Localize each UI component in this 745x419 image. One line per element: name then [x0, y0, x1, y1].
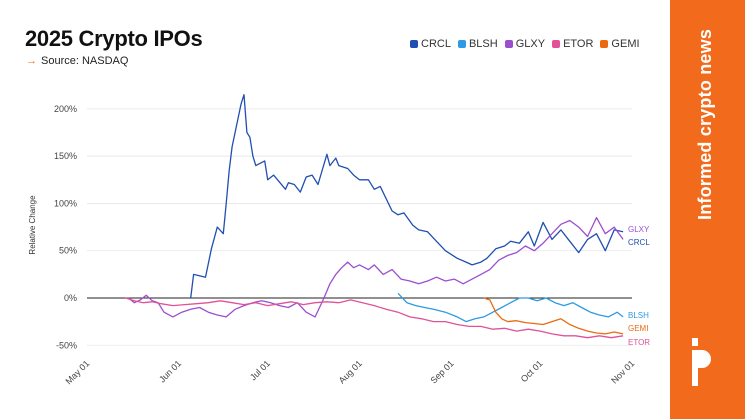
y-tick-label: 50%	[59, 246, 77, 256]
legend-swatch	[504, 40, 513, 48]
end-label-crcl: CRCL	[628, 238, 650, 247]
legend-label: ETOR	[563, 38, 594, 50]
end-label-etor: ETOR	[628, 338, 650, 347]
legend: CRCL BLSH GLXY ETOR GEMI	[410, 38, 647, 50]
legend-item-gemi: GEMI	[600, 38, 640, 50]
chart-card: 2025 Crypto IPOs → Source: NASDAQ CRCL BLS…	[25, 26, 651, 387]
x-tick-label: Aug 01	[337, 358, 364, 385]
legend-item-crcl: CRCL	[410, 38, 451, 50]
x-tick-label: Oct 01	[519, 358, 545, 384]
brand-p-icon	[692, 338, 711, 386]
source-text: Source: NASDAQ	[41, 55, 129, 67]
legend-label: CRCL	[421, 38, 451, 50]
y-tick-label: 0%	[64, 293, 77, 303]
series-line-gemi	[483, 297, 624, 335]
tagline-text: Informed crypto news	[695, 28, 715, 220]
legend-swatch	[457, 40, 466, 48]
series-line-glxy	[128, 216, 624, 318]
series-line-crcl	[190, 94, 624, 299]
x-tick-label: Jul 01	[248, 358, 272, 382]
legend-label: BLSH	[468, 38, 498, 50]
chart-title: 2025 Crypto IPOs	[25, 26, 203, 51]
series-line-blsh	[397, 292, 624, 323]
legend-swatch	[600, 40, 609, 48]
y-tick-label: -50%	[56, 340, 77, 350]
y-tick-label: 150%	[54, 151, 77, 161]
end-label-gemi: GEMI	[628, 324, 648, 333]
arrow-right-icon: →	[26, 55, 37, 67]
line-chart: -50% 0% 50% 100% 150% 200% Relative Change May …	[28, 94, 650, 386]
x-tick-label: Jun 01	[157, 358, 183, 384]
y-tick-label: 200%	[54, 104, 77, 114]
source-note: → Source: NASDAQ	[26, 55, 128, 67]
legend-label: GEMI	[611, 38, 640, 50]
legend-swatch	[410, 40, 418, 48]
legend-item-blsh: BLSH	[457, 38, 498, 50]
series-line-etor	[125, 297, 624, 339]
legend-label: GLXY	[515, 38, 546, 50]
x-tick-label: Sep 01	[428, 358, 455, 385]
x-tick-label: May 01	[63, 358, 91, 386]
end-label-blsh: BLSH	[628, 311, 649, 320]
x-tick-label: Nov 01	[609, 358, 636, 385]
brand-sidebar	[670, 0, 745, 419]
end-label-glxy: GLXY	[628, 225, 650, 234]
y-tick-label: 100%	[54, 198, 77, 208]
legend-swatch	[552, 40, 561, 48]
legend-item-glxy: GLXY	[504, 38, 546, 50]
legend-item-etor: ETOR	[552, 38, 593, 50]
y-axis-label: Relative Change	[28, 195, 37, 255]
